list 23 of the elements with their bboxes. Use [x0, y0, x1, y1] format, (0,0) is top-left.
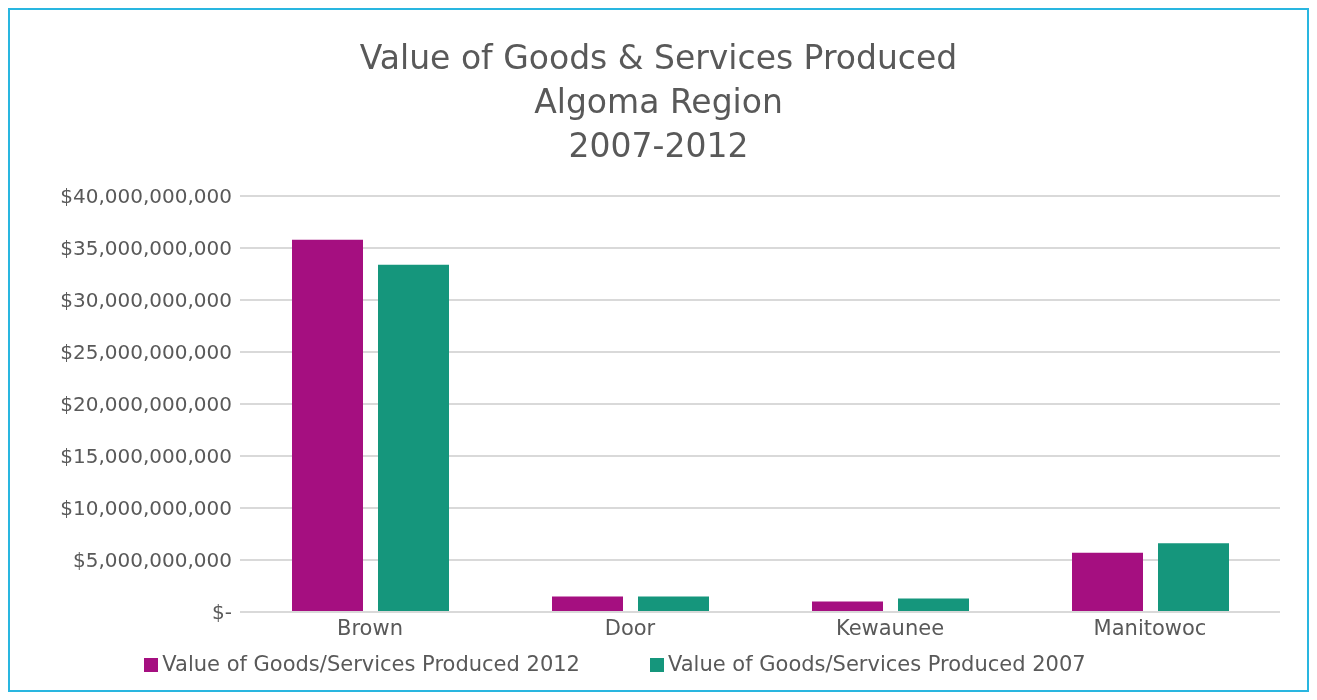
bar: [1072, 552, 1143, 612]
bar: [898, 598, 969, 612]
x-tick-label: Brown: [337, 615, 403, 640]
y-tick-label: $40,000,000,000: [60, 184, 232, 209]
y-tick-label: $-: [212, 600, 232, 625]
bar: [292, 239, 363, 612]
bar: [378, 264, 449, 612]
y-tick-label: $35,000,000,000: [60, 236, 232, 261]
bar: [1158, 543, 1229, 612]
y-tick-label: $10,000,000,000: [60, 496, 232, 521]
bar: [638, 596, 709, 612]
x-tick-label: Door: [604, 615, 656, 640]
legend-label: Value of Goods/Services Produced 2012: [162, 652, 580, 676]
chart-title: Value of Goods & Services Produced Algoma Region 2007-2012: [358, 37, 959, 167]
y-tick-label: $30,000,000,000: [60, 288, 232, 313]
y-tick-label: $15,000,000,000: [60, 444, 232, 469]
y-tick-label: $25,000,000,000: [60, 340, 232, 365]
x-tick-label: Manitowoc: [1093, 615, 1207, 640]
y-tick-label: $5,000,000,000: [72, 548, 232, 573]
legend-label: Value of Goods/Services Produced 2007: [668, 652, 1086, 676]
y-tick-label: $20,000,000,000: [60, 392, 232, 417]
x-tick-label: Kewaunee: [835, 615, 945, 640]
bar: [552, 596, 623, 612]
